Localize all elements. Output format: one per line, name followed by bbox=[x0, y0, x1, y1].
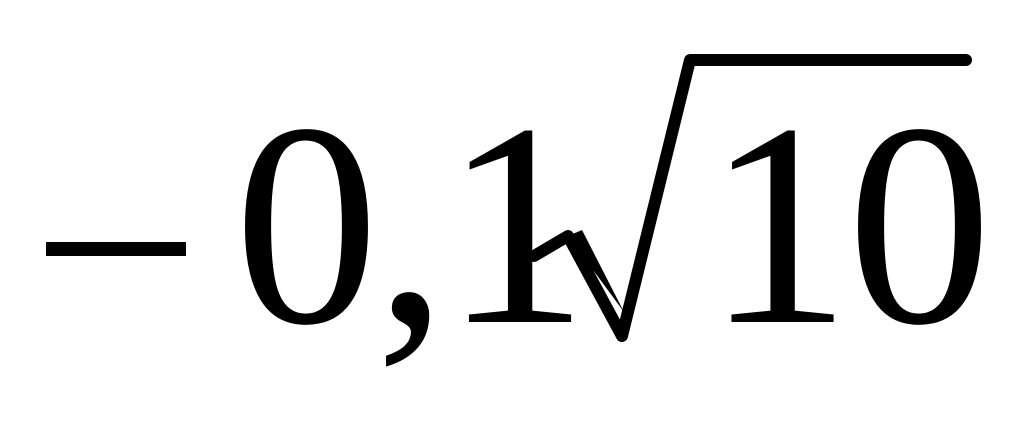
radicand: 10 bbox=[706, 64, 992, 385]
coefficient: 0,1 bbox=[234, 64, 588, 385]
radical-sign bbox=[528, 54, 972, 342]
minus-sign bbox=[46, 242, 186, 256]
